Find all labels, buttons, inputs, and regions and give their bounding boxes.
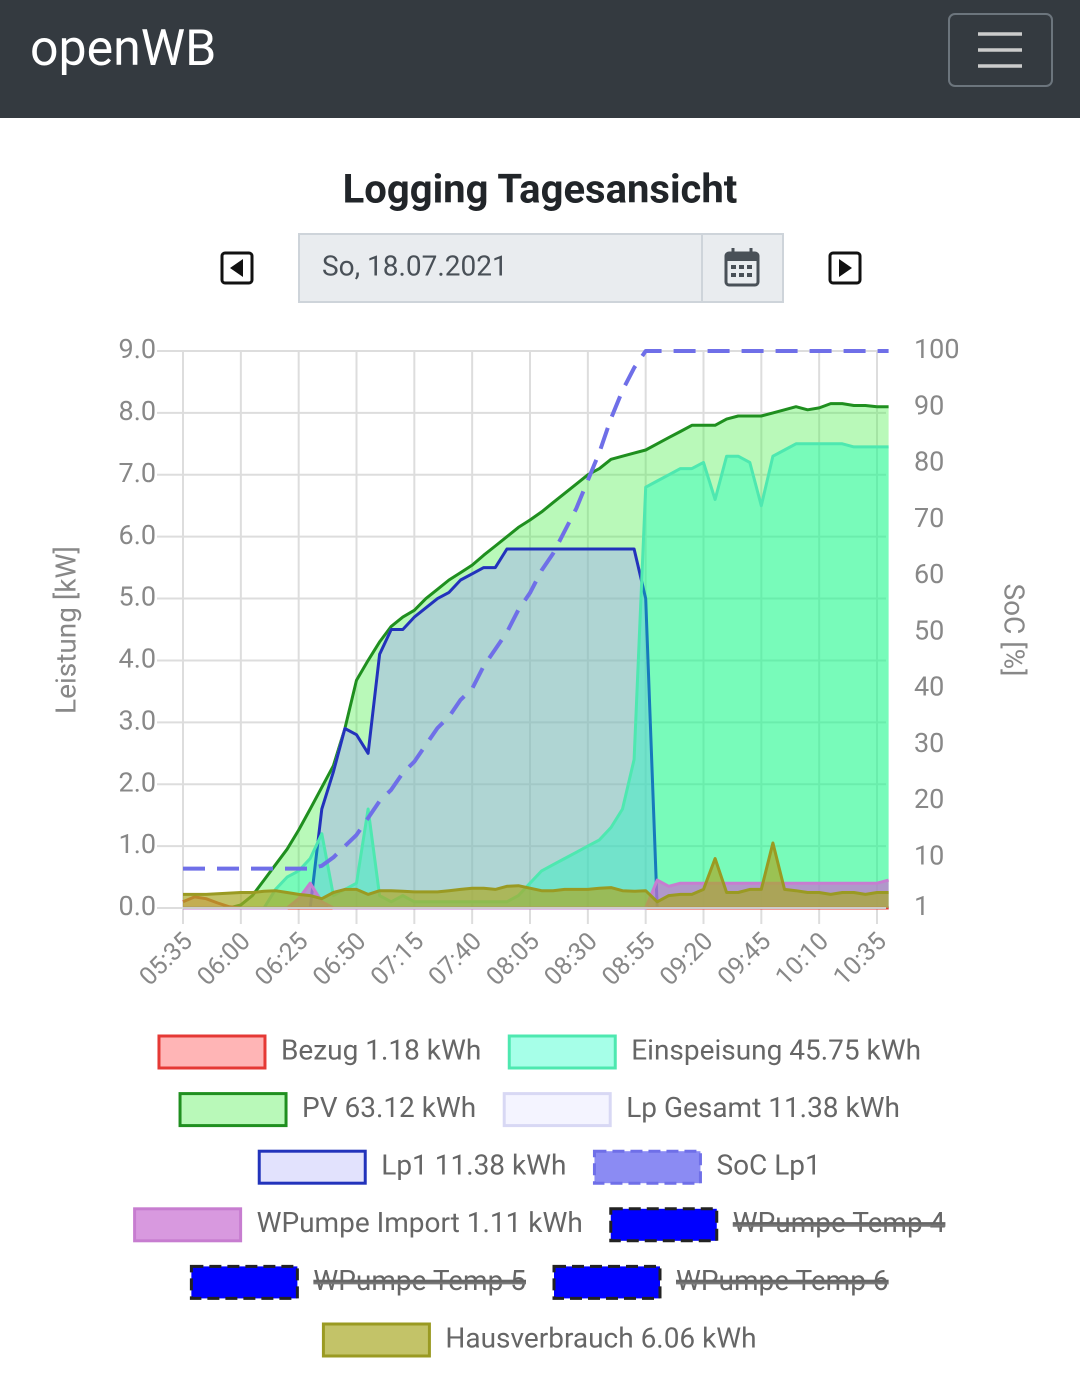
legend-swatch	[609, 1207, 719, 1243]
x-tick-label: 08:05	[481, 927, 546, 992]
menu-button[interactable]	[948, 13, 1053, 87]
x-tick-label: 09:20	[655, 927, 720, 992]
legend-label: Einspeisung 45.75 kWh	[631, 1033, 921, 1066]
legend-swatch	[507, 1034, 617, 1070]
legend-swatch	[133, 1207, 243, 1243]
series-line	[183, 402, 889, 910]
x-tick-label: 05:35	[134, 927, 199, 992]
legend-label: WPumpe Import 1.11 kWh	[257, 1206, 583, 1239]
page-title: Logging Tagesansicht	[343, 166, 738, 213]
x-tick-label: 06:00	[192, 927, 257, 992]
legend-item[interactable]: WPumpe Temp 4	[609, 1206, 946, 1243]
legend-item[interactable]: Lp Gesamt 11.38 kWh	[502, 1091, 900, 1128]
x-tick-label: 07:40	[423, 927, 488, 992]
series-area	[183, 549, 889, 908]
legend-item[interactable]: Einspeisung 45.75 kWh	[507, 1033, 921, 1070]
legend-item[interactable]: Hausverbrauch 6.06 kWh	[321, 1321, 757, 1358]
legend-label: Hausverbrauch 6.06 kWh	[445, 1321, 756, 1354]
y2-tick-label: 20	[914, 783, 944, 815]
legend-swatch	[189, 1264, 299, 1300]
y2-tick-label: 40	[914, 671, 944, 703]
x-tick-label: 08:55	[597, 927, 662, 992]
x-tick-label: 09:45	[712, 927, 777, 992]
legend-swatch	[592, 1149, 702, 1185]
y2-tick-label: 60	[914, 558, 944, 590]
y-tick-label: 3.0	[119, 704, 156, 736]
y-tick-label: 1.0	[119, 828, 156, 860]
series-line	[183, 349, 889, 871]
legend-label: WPumpe Temp 5	[313, 1264, 526, 1297]
x-tick-label: 10:10	[770, 927, 835, 992]
y2-tick-label: 10	[914, 839, 944, 871]
legend-swatch	[502, 1092, 612, 1128]
x-tick-label: 06:25	[250, 927, 315, 992]
date-value[interactable]: So, 18.07.2021	[322, 249, 508, 282]
legend-label: Bezug 1.18 kWh	[281, 1033, 481, 1066]
legend-swatch	[178, 1092, 288, 1128]
series-area	[183, 403, 889, 908]
y2-tick-label: 70	[914, 502, 944, 534]
legend-item[interactable]: SoC Lp1	[592, 1149, 821, 1185]
y2-tick-label: 90	[914, 389, 944, 421]
legend-item[interactable]: WPumpe Temp 6	[552, 1264, 889, 1300]
x-tick-label: 08:30	[539, 927, 604, 992]
y2-tick-label: 30	[914, 727, 944, 759]
legend-item[interactable]: WPumpe Import 1.11 kWh	[133, 1206, 583, 1243]
legend-item[interactable]: PV 63.12 kWh	[178, 1091, 476, 1128]
next-day[interactable]	[828, 251, 862, 285]
legend-label: SoC Lp1	[716, 1149, 820, 1182]
prev-day[interactable]	[220, 251, 254, 285]
y-tick-label: 4.0	[119, 643, 156, 675]
y-tick-label: 7.0	[119, 457, 156, 489]
legend-item[interactable]: WPumpe Temp 5	[189, 1264, 526, 1300]
series-area	[183, 549, 889, 908]
series-area	[183, 443, 889, 908]
brand[interactable]: openWB	[30, 20, 216, 78]
navbar	[0, 0, 1080, 118]
y-tick-label: 0.0	[119, 890, 156, 922]
y-tick-label: 8.0	[119, 395, 156, 427]
legend-label: WPumpe Temp 6	[676, 1264, 889, 1297]
y-tick-label: 9.0	[119, 333, 156, 365]
y-tick-label: 5.0	[119, 581, 156, 613]
y2-tick-label: 50	[914, 614, 944, 646]
x-tick-label: 06:50	[308, 927, 373, 992]
legend-label: PV 63.12 kWh	[302, 1091, 476, 1124]
y2-axis-title: SoC [%]	[998, 583, 1031, 676]
y2-tick-label: 1	[914, 890, 929, 922]
x-tick-label: 10:35	[828, 927, 893, 992]
y2-tick-label: 100	[914, 333, 960, 365]
calendar-icon[interactable]	[724, 248, 760, 287]
y-tick-label: 2.0	[119, 766, 156, 798]
y-axis-title: Leistung [kW]	[49, 546, 82, 714]
legend-label: Lp Gesamt 11.38 kWh	[626, 1091, 900, 1124]
legend-swatch	[257, 1149, 367, 1185]
legend-label: WPumpe Temp 4	[733, 1206, 946, 1239]
legend-label: Lp1 11.38 kWh	[381, 1149, 566, 1182]
legend-swatch	[552, 1264, 662, 1300]
legend-swatch	[321, 1322, 431, 1358]
y-tick-label: 6.0	[119, 519, 156, 551]
legend-item[interactable]: Bezug 1.18 kWh	[157, 1033, 481, 1070]
legend-swatch	[157, 1034, 267, 1070]
legend-item[interactable]: Lp1 11.38 kWh	[257, 1149, 566, 1185]
series-line	[183, 841, 889, 904]
y2-tick-label: 80	[914, 446, 944, 478]
x-tick-label: 07:15	[365, 927, 430, 992]
